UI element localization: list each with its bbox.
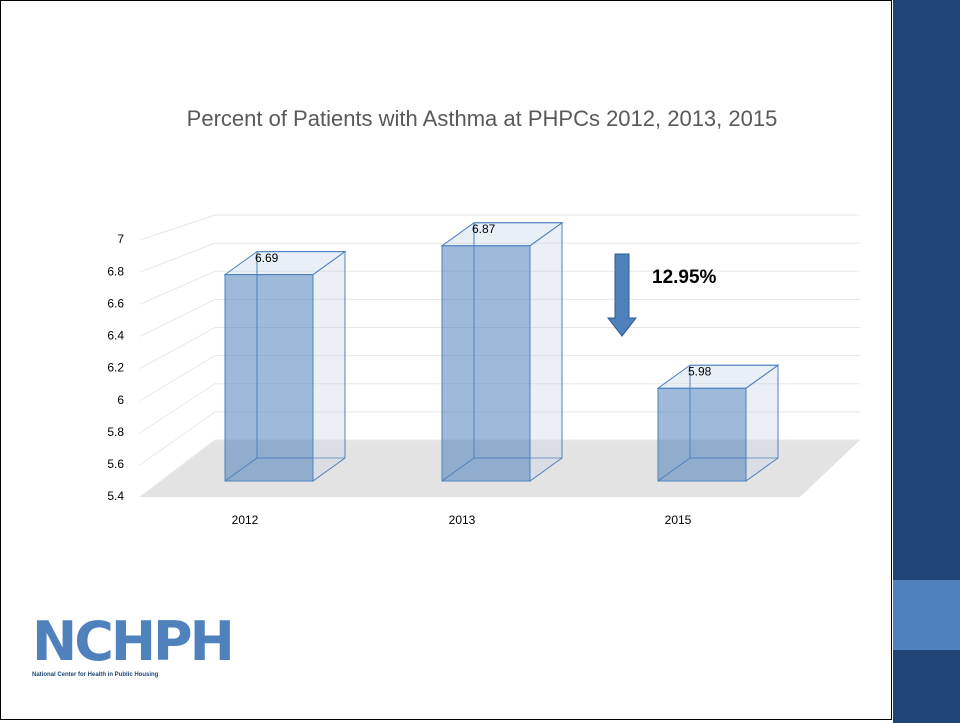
x-tick-label: 2012 [232,513,259,527]
bar [440,221,564,482]
value-label: 5.98 [688,364,712,378]
logo-subtitle: National Center for Health in Public Hou… [32,672,159,678]
annotation: 12.95% [652,267,717,288]
chart: 5.45.65.866.26.46.66.876.6920126.8720135… [107,214,860,527]
bar-edge [657,365,691,482]
grid-line [139,383,860,434]
y-tick-label: 5.4 [107,489,124,503]
grid-line [139,298,860,337]
bar-front [224,274,314,482]
grid-line [139,327,860,369]
y-tick-label: 6.8 [107,264,124,278]
logo: NCHPH National Center for Health in Publ… [32,610,235,679]
bar-front [441,245,531,482]
y-tick-label: 6.4 [107,329,124,343]
chart-title: Percent of Patients with Asthma at PHPCs… [186,106,778,131]
bar-edge [441,222,475,482]
x-tick-label: 2015 [665,513,692,527]
slide-frame [0,0,892,720]
grid-line [139,242,860,273]
arrow [606,253,638,337]
bar-side [529,221,563,482]
side-bar-accent [893,580,960,650]
grid-line [139,270,860,305]
grid-line [139,355,860,402]
grid-line [139,411,860,466]
y-tick-label: 6.2 [107,361,124,375]
y-tick-label: 6 [117,393,124,407]
y-tick-label: 6.6 [107,296,124,310]
value-label: 6.87 [472,222,496,236]
bar-edge [224,251,258,482]
value-label: 6.69 [255,251,279,265]
logo-text: NCHPH [32,610,235,673]
bar-side [312,250,346,482]
y-tick-label: 5.6 [107,457,124,471]
bar [656,364,780,482]
grid-line [139,439,860,498]
y-tick-label: 7 [117,232,124,246]
bar-front [657,387,747,482]
bar [223,250,347,482]
y-tick-label: 5.8 [107,425,124,439]
x-tick-label: 2013 [449,513,476,527]
grid-line [139,214,860,241]
